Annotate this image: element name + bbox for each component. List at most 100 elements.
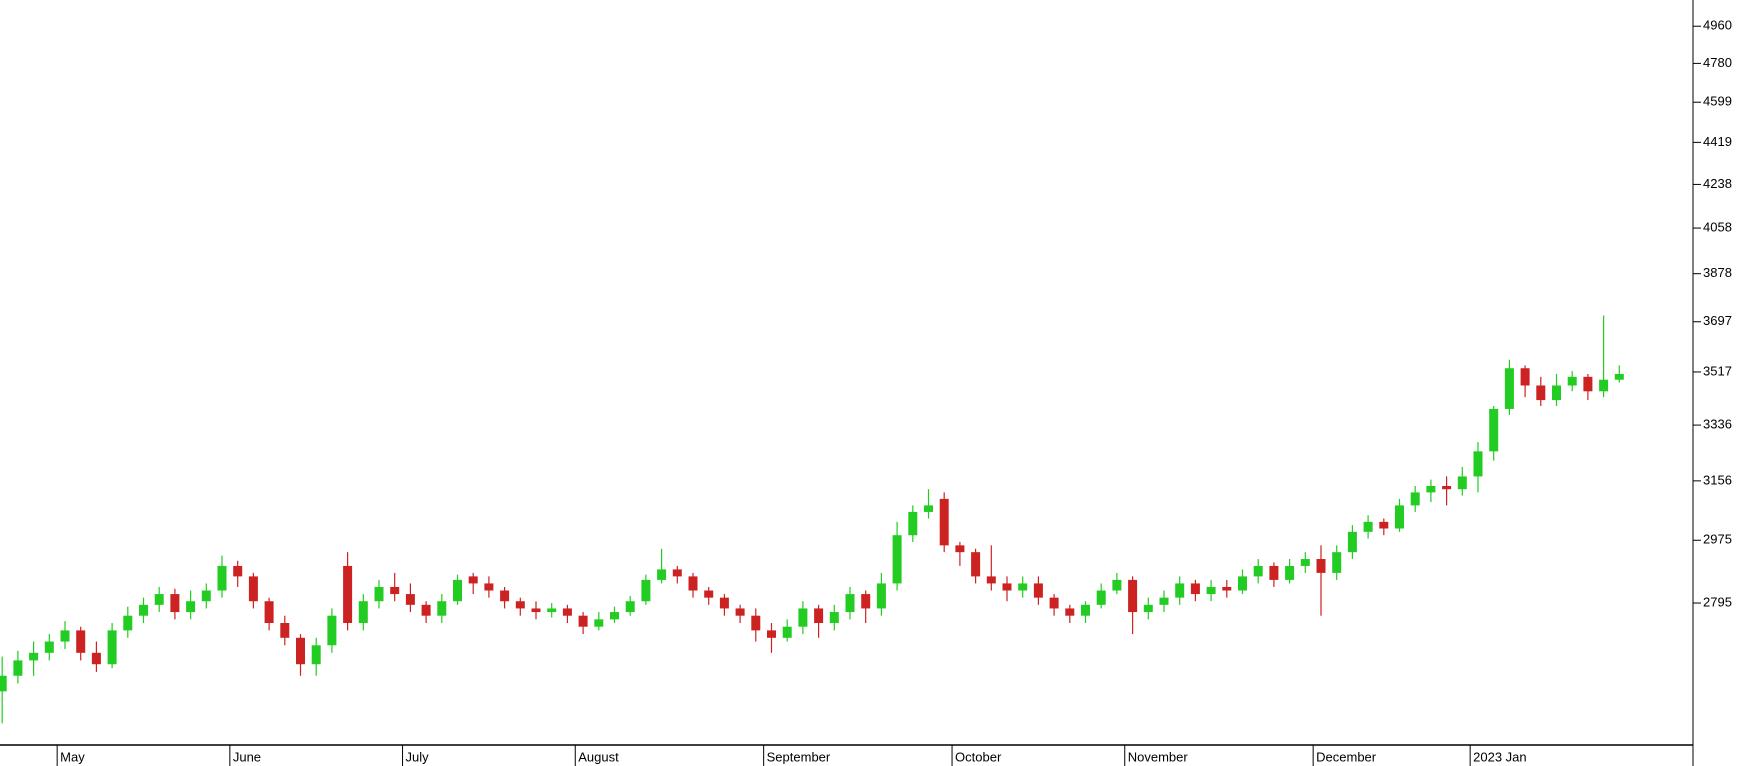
candle-body <box>1536 385 1546 401</box>
y-tick-label: 2975 <box>1703 532 1732 547</box>
candle-body <box>264 601 274 624</box>
candle-body <box>578 615 588 627</box>
candle-body <box>358 601 368 624</box>
x-tick-label: 2023 Jan <box>1473 749 1527 764</box>
candle-body <box>217 565 227 591</box>
candle-body <box>1206 586 1216 595</box>
y-tick-label: 3156 <box>1703 472 1732 487</box>
x-tick-label: August <box>578 749 619 764</box>
candle-body <box>814 608 824 624</box>
candle-body <box>955 545 965 553</box>
candle-body <box>1379 521 1389 529</box>
y-tick-label: 4960 <box>1703 18 1732 33</box>
candle-body <box>531 608 541 613</box>
candle-body <box>374 586 384 602</box>
candle-body <box>1253 565 1263 577</box>
candle-body <box>1520 368 1530 386</box>
candle-body <box>892 535 902 584</box>
candle-body <box>971 552 981 577</box>
candle-body <box>625 601 635 613</box>
candle-body <box>1583 376 1593 392</box>
candle-body <box>704 590 714 598</box>
candle-body <box>1347 531 1357 553</box>
y-tick-label: 3878 <box>1703 265 1732 280</box>
candle-body <box>719 597 729 609</box>
candle-body <box>515 601 525 609</box>
candle-body <box>233 565 243 577</box>
y-tick-label: 4780 <box>1703 55 1732 70</box>
candle-body <box>610 612 619 620</box>
candle-body <box>1300 559 1310 566</box>
candle-body <box>91 652 101 665</box>
y-tick-label: 3336 <box>1703 417 1732 432</box>
candle-body <box>782 626 792 638</box>
y-tick-label: 3697 <box>1703 313 1732 328</box>
candle-body <box>641 579 651 602</box>
candle-body <box>798 608 808 627</box>
candle-body <box>186 601 196 613</box>
candle-body <box>1269 565 1279 580</box>
candle-body <box>924 505 933 512</box>
candle-body <box>767 630 776 638</box>
candle-body <box>1363 521 1373 532</box>
candle-body <box>1081 604 1090 616</box>
y-tick-label: 3517 <box>1703 363 1732 378</box>
candle-body <box>1473 451 1483 477</box>
candle-body <box>1096 590 1106 605</box>
y-tick-label: 4238 <box>1703 176 1732 191</box>
x-tick-label: December <box>1316 749 1377 764</box>
candle-body <box>908 511 918 536</box>
candle-body <box>421 604 431 616</box>
candle-body <box>1552 385 1561 401</box>
candle-body <box>1238 576 1247 591</box>
candle-body <box>437 601 447 616</box>
candle-body <box>1065 608 1075 616</box>
candle-body <box>939 498 949 546</box>
candle-body <box>1410 492 1420 506</box>
x-tick-label: November <box>1128 749 1189 764</box>
candle-body <box>280 623 290 638</box>
candle-body <box>1018 583 1028 591</box>
candle-body <box>1489 408 1499 452</box>
candle-body <box>1175 583 1185 598</box>
candle-body <box>44 641 54 653</box>
candle-body <box>688 576 698 591</box>
candle-body <box>311 645 321 665</box>
candle-body <box>154 594 164 605</box>
candle-body <box>986 576 996 584</box>
candle-body <box>327 615 337 646</box>
candle-body <box>13 660 23 676</box>
candle-body <box>1002 583 1012 591</box>
y-tick-label: 4058 <box>1703 220 1732 235</box>
candle-body <box>1190 583 1200 595</box>
candle-body <box>861 594 871 609</box>
candle-body <box>201 590 211 602</box>
candle-body <box>1504 368 1514 409</box>
candle-body <box>1033 583 1043 598</box>
candle-body <box>453 579 462 602</box>
candle-body <box>1332 552 1342 573</box>
candle-body <box>248 576 258 602</box>
candle-body <box>751 615 761 631</box>
candle-body <box>672 569 682 577</box>
candle-body <box>1599 379 1609 392</box>
x-tick-label: May <box>60 749 85 764</box>
candle-body <box>1222 586 1232 591</box>
candle-body <box>76 630 86 653</box>
candle-body <box>343 565 353 624</box>
candle-body <box>594 619 604 627</box>
candle-body <box>1567 376 1577 386</box>
candle-body <box>0 675 7 692</box>
candle-body <box>139 604 148 616</box>
x-tick-label: October <box>955 749 1002 764</box>
candle-body <box>845 594 855 613</box>
candle-body <box>500 590 510 602</box>
candle-body <box>1442 485 1452 490</box>
candle-body <box>1395 505 1404 529</box>
candle-body <box>1316 559 1326 573</box>
candle-body <box>390 586 400 595</box>
candle-body <box>1159 597 1169 605</box>
candle-body <box>1285 565 1295 580</box>
candle-body <box>876 583 886 609</box>
